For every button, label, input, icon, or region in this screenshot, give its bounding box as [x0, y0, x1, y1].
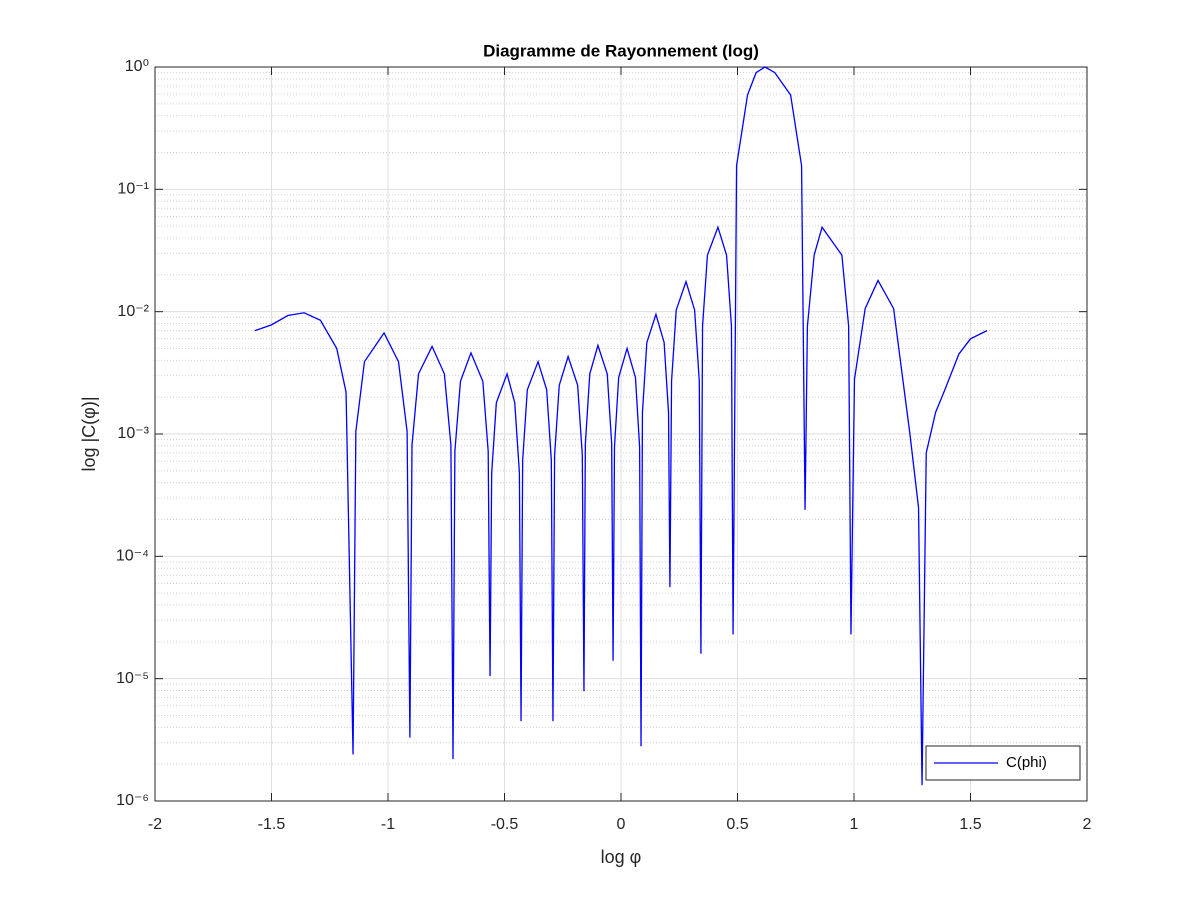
- y-tick-label: 10⁻³: [117, 425, 149, 442]
- y-axis-label: log |C(φ)|: [79, 396, 99, 471]
- x-tick-label: 1: [850, 816, 859, 833]
- x-tick-label: 0.5: [726, 816, 748, 833]
- data-line: [254, 66, 988, 786]
- y-tick-label: 10⁻⁴: [116, 548, 149, 565]
- x-tick-label: -2: [148, 816, 162, 833]
- chart-title: Diagramme de Rayonnement (log): [483, 41, 759, 60]
- y-tick-label: 10⁻⁶: [116, 792, 149, 809]
- x-tick-label: -1.5: [258, 816, 286, 833]
- y-tick-label: 10⁻⁵: [116, 670, 149, 687]
- y-tick-label: 10⁰: [125, 58, 149, 75]
- y-tick-label: 10⁻²: [117, 303, 149, 320]
- x-axis-label: log φ: [601, 847, 642, 867]
- x-tick-label: 1.5: [959, 816, 981, 833]
- x-tick-label: 2: [1083, 816, 1092, 833]
- plot-frame: [154, 66, 1088, 802]
- x-tick-label: -0.5: [491, 816, 519, 833]
- legend-label: C(phi): [1006, 754, 1047, 771]
- x-tick-label: 0: [617, 816, 626, 833]
- y-tick-label: 10⁻¹: [117, 181, 149, 198]
- x-tick-label: -1: [381, 816, 395, 833]
